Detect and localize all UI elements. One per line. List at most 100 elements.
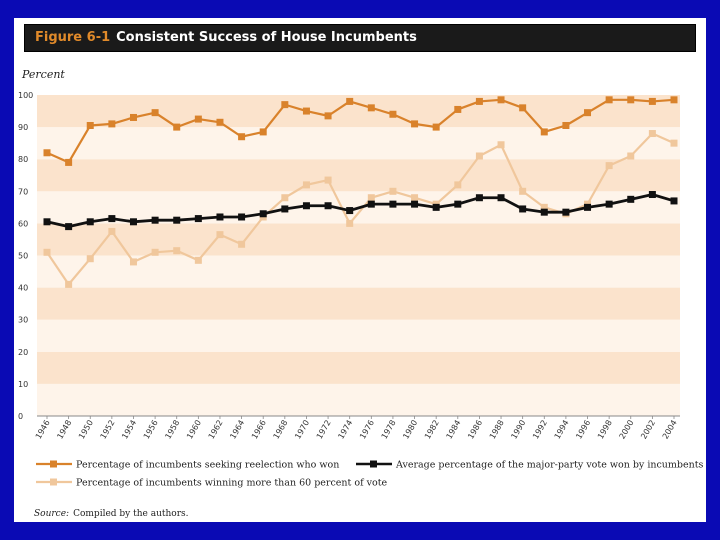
- data-point-over60: [43, 248, 51, 256]
- legend-item-over60: Percentage of incumbents winning more th…: [36, 478, 388, 489]
- x-tick-label: 1980: [401, 419, 419, 441]
- data-point-avgvote: [627, 195, 635, 203]
- data-point-avgvote: [259, 210, 267, 218]
- data-point-avgvote: [540, 208, 548, 216]
- data-point-reelection: [129, 113, 137, 121]
- data-point-avgvote: [108, 215, 116, 223]
- data-point-reelection: [454, 105, 462, 113]
- data-point-over60: [540, 203, 548, 211]
- data-point-reelection: [519, 104, 527, 112]
- data-point-reelection: [173, 123, 181, 131]
- data-point-over60: [411, 194, 419, 202]
- data-point-over60: [65, 280, 73, 288]
- x-tick-label: 1962: [207, 419, 225, 441]
- x-tick-label: 1986: [466, 419, 484, 441]
- x-tick-label: 1958: [163, 419, 181, 441]
- data-point-over60: [519, 187, 527, 195]
- data-point-avgvote: [562, 208, 570, 216]
- data-point-over60: [367, 194, 375, 202]
- x-tick-label: 1960: [185, 419, 203, 441]
- legend-label-reelection: Percentage of incumbents seeking reelect…: [76, 460, 339, 471]
- data-point-over60: [108, 227, 116, 235]
- source-text: Compiled by the authors.: [73, 509, 189, 519]
- data-point-avgvote: [173, 216, 181, 224]
- legend-marker-over60: [50, 478, 57, 486]
- legend-marker-reelection: [50, 460, 57, 468]
- data-point-reelection: [389, 110, 397, 118]
- data-point-avgvote: [519, 205, 527, 213]
- band-40: [37, 255, 680, 288]
- x-tick-label: 1984: [445, 419, 463, 441]
- data-point-avgvote: [324, 202, 332, 210]
- data-point-reelection: [108, 120, 116, 128]
- x-tick-label: 1974: [336, 419, 354, 441]
- x-tick-label: 1970: [293, 419, 311, 441]
- data-point-reelection: [627, 96, 635, 104]
- data-point-reelection: [411, 120, 419, 128]
- x-tick-label: 2004: [661, 419, 679, 441]
- data-point-avgvote: [605, 200, 613, 208]
- data-point-over60: [648, 130, 656, 138]
- data-point-avgvote: [454, 200, 462, 208]
- data-point-over60: [475, 152, 483, 160]
- data-point-reelection: [259, 128, 267, 136]
- data-point-reelection: [670, 96, 678, 104]
- y-tick-label: 0: [18, 412, 23, 421]
- band-50: [37, 223, 680, 256]
- x-tick-label: 1946: [34, 419, 52, 441]
- x-tick-label: 1952: [99, 419, 117, 441]
- data-point-reelection: [216, 118, 224, 126]
- figure-number: Figure 6-1: [35, 30, 111, 45]
- y-tick-label: 90: [18, 123, 28, 132]
- series-group: [43, 96, 678, 288]
- x-tick-label: 1988: [488, 419, 506, 441]
- y-axis-title: Percent: [21, 68, 65, 81]
- data-point-over60: [389, 187, 397, 195]
- data-point-reelection: [540, 128, 548, 136]
- x-tick-label: 1982: [423, 419, 441, 441]
- legend-item-avgvote: Average percentage of the major-party vo…: [356, 460, 704, 471]
- data-point-avgvote: [65, 223, 73, 231]
- y-tick-label: 80: [18, 155, 28, 164]
- data-point-avgvote: [129, 218, 137, 226]
- data-point-reelection: [302, 107, 310, 115]
- background-bands: [37, 95, 680, 416]
- data-point-over60: [173, 247, 181, 255]
- y-tick-label: 30: [18, 316, 28, 325]
- data-point-over60: [302, 181, 310, 189]
- data-point-over60: [627, 152, 635, 160]
- band-70: [37, 159, 680, 192]
- x-tick-label: 1968: [272, 419, 290, 441]
- y-tick-label: 70: [18, 187, 28, 196]
- data-point-avgvote: [411, 200, 419, 208]
- source-note: Source: Compiled by the authors.: [34, 509, 189, 519]
- x-tick-label: 1972: [315, 419, 333, 441]
- y-tick-label: 50: [18, 252, 28, 261]
- data-point-reelection: [367, 104, 375, 112]
- data-point-reelection: [281, 101, 289, 109]
- y-axis-ticks: 0 10 20 30 40 50 60 70 80 90 100: [18, 91, 33, 421]
- data-point-avgvote: [86, 218, 94, 226]
- x-tick-label: 2000: [618, 419, 636, 441]
- data-point-avgvote: [216, 213, 224, 221]
- x-tick-label: 1990: [509, 419, 527, 441]
- data-point-avgvote: [432, 203, 440, 211]
- data-point-avgvote: [648, 191, 656, 199]
- data-point-reelection: [194, 115, 202, 123]
- data-point-reelection: [65, 158, 73, 166]
- band-10: [37, 351, 680, 384]
- legend: Percentage of incumbents seeking reelect…: [36, 460, 704, 489]
- data-point-avgvote: [584, 203, 592, 211]
- x-tick-label: 1954: [120, 419, 138, 441]
- x-tick-label: 1948: [55, 419, 73, 441]
- x-tick-label: 1976: [358, 419, 376, 441]
- band-20: [37, 319, 680, 352]
- x-tick-label: 1996: [574, 419, 592, 441]
- band-0: [37, 383, 680, 416]
- data-point-avgvote: [367, 200, 375, 208]
- data-point-over60: [324, 176, 332, 184]
- band-90: [37, 95, 680, 128]
- data-point-avgvote: [302, 202, 310, 210]
- slide-frame: Figure 6-1 Consistent Success of House In…: [14, 18, 706, 522]
